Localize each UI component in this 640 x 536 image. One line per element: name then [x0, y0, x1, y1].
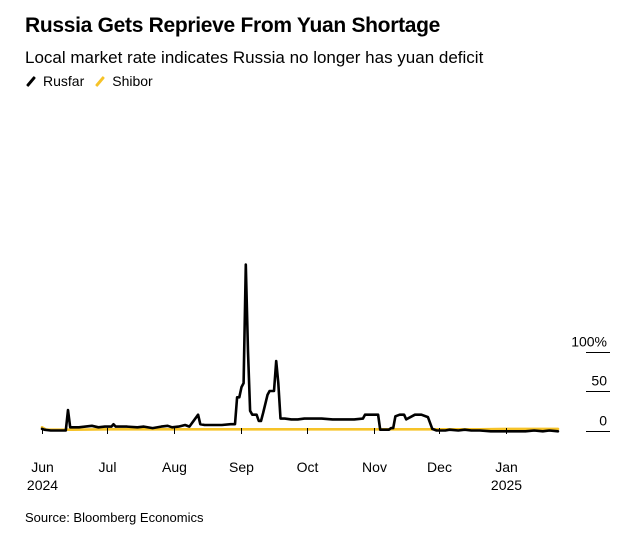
- x-tick-label-nov: Nov: [362, 459, 387, 475]
- x-tick-label-oct: Oct: [297, 459, 319, 475]
- y-tick-label-100: 100%: [571, 334, 607, 350]
- chart-title: Russia Gets Reprieve From Yuan Shortage: [25, 14, 441, 37]
- x-axis-ticks: Jun 2024 Jul Aug Sep Oct Nov Dec Jan 2025: [27, 428, 522, 493]
- legend-label-shibor: Shibor: [112, 73, 153, 89]
- x-tick-label-jul: Jul: [99, 459, 117, 475]
- x-tick-label-jun: Jun: [31, 459, 54, 475]
- series-lines: [40, 263, 560, 433]
- y-tick-label-0: 0: [599, 413, 607, 429]
- y-tick-label-50: 50: [591, 373, 607, 389]
- x-tick-label-jan: Jan: [495, 459, 518, 475]
- legend-item-rusfar: Rusfar: [25, 73, 84, 89]
- gridlines: [586, 352, 610, 432]
- legend-label-rusfar: Rusfar: [43, 73, 85, 89]
- x-tick-year-2025: 2025: [491, 477, 522, 493]
- x-tick-label-aug: Aug: [162, 459, 187, 475]
- chart-subtitle: Local market rate indicates Russia no lo…: [25, 48, 484, 67]
- legend: Rusfar Shibor: [25, 73, 163, 89]
- x-tick-label-sep: Sep: [229, 459, 254, 475]
- series-line-rusfar: [40, 263, 560, 433]
- x-tick-label-dec: Dec: [427, 459, 452, 475]
- source-note: Source: Bloomberg Economics: [25, 510, 204, 525]
- y-axis-ticks: 0 50 100%: [571, 334, 607, 429]
- legend-item-shibor: Shibor: [94, 73, 153, 89]
- x-tick-year-2024: 2024: [27, 477, 58, 493]
